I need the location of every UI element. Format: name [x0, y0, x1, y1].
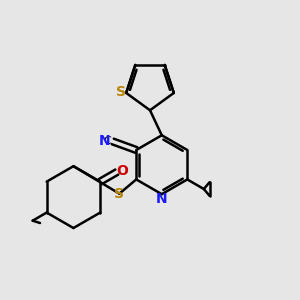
Text: N: N: [99, 134, 110, 148]
Text: C: C: [103, 136, 111, 146]
Text: S: S: [114, 187, 124, 201]
Text: O: O: [116, 164, 128, 178]
Text: S: S: [116, 85, 126, 99]
Text: N: N: [156, 192, 168, 206]
